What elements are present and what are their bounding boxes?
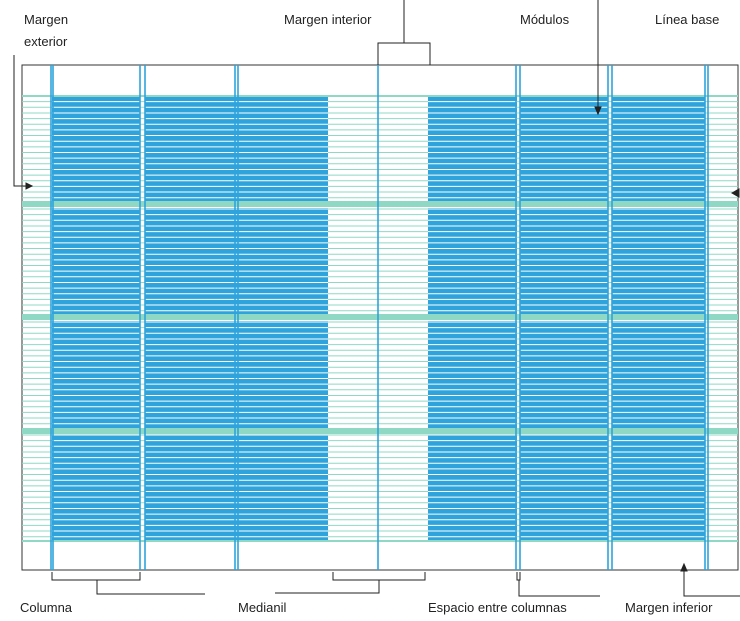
module [612, 208, 705, 314]
module [428, 208, 517, 314]
row-band [22, 540, 738, 542]
module [52, 435, 140, 540]
module [428, 435, 517, 540]
column-lines [50, 65, 709, 570]
label-outer-margin: Margen exterior [24, 12, 69, 49]
module [428, 96, 517, 201]
label-baseline: Línea base [655, 12, 720, 27]
row-band [22, 201, 738, 207]
module [612, 96, 705, 201]
annotations [13, 0, 740, 597]
module [520, 208, 608, 314]
row-band [22, 95, 738, 97]
module [52, 96, 140, 201]
module [145, 435, 328, 540]
module [612, 435, 705, 540]
label-column: Columna [20, 600, 73, 615]
module [520, 96, 608, 201]
module [145, 208, 328, 314]
row-band [22, 314, 738, 320]
label-inner-margin: Margen interior [284, 12, 372, 27]
module [520, 435, 608, 540]
row-band [22, 428, 738, 434]
module [145, 96, 328, 201]
label-bottom-margin: Margen inferior [625, 600, 713, 615]
row-bands [22, 95, 738, 542]
module [52, 208, 140, 314]
label-column-space: Espacio entre columnas [428, 600, 567, 615]
label-gutter: Medianil [238, 600, 287, 615]
label-modules: Módulos [520, 12, 570, 27]
